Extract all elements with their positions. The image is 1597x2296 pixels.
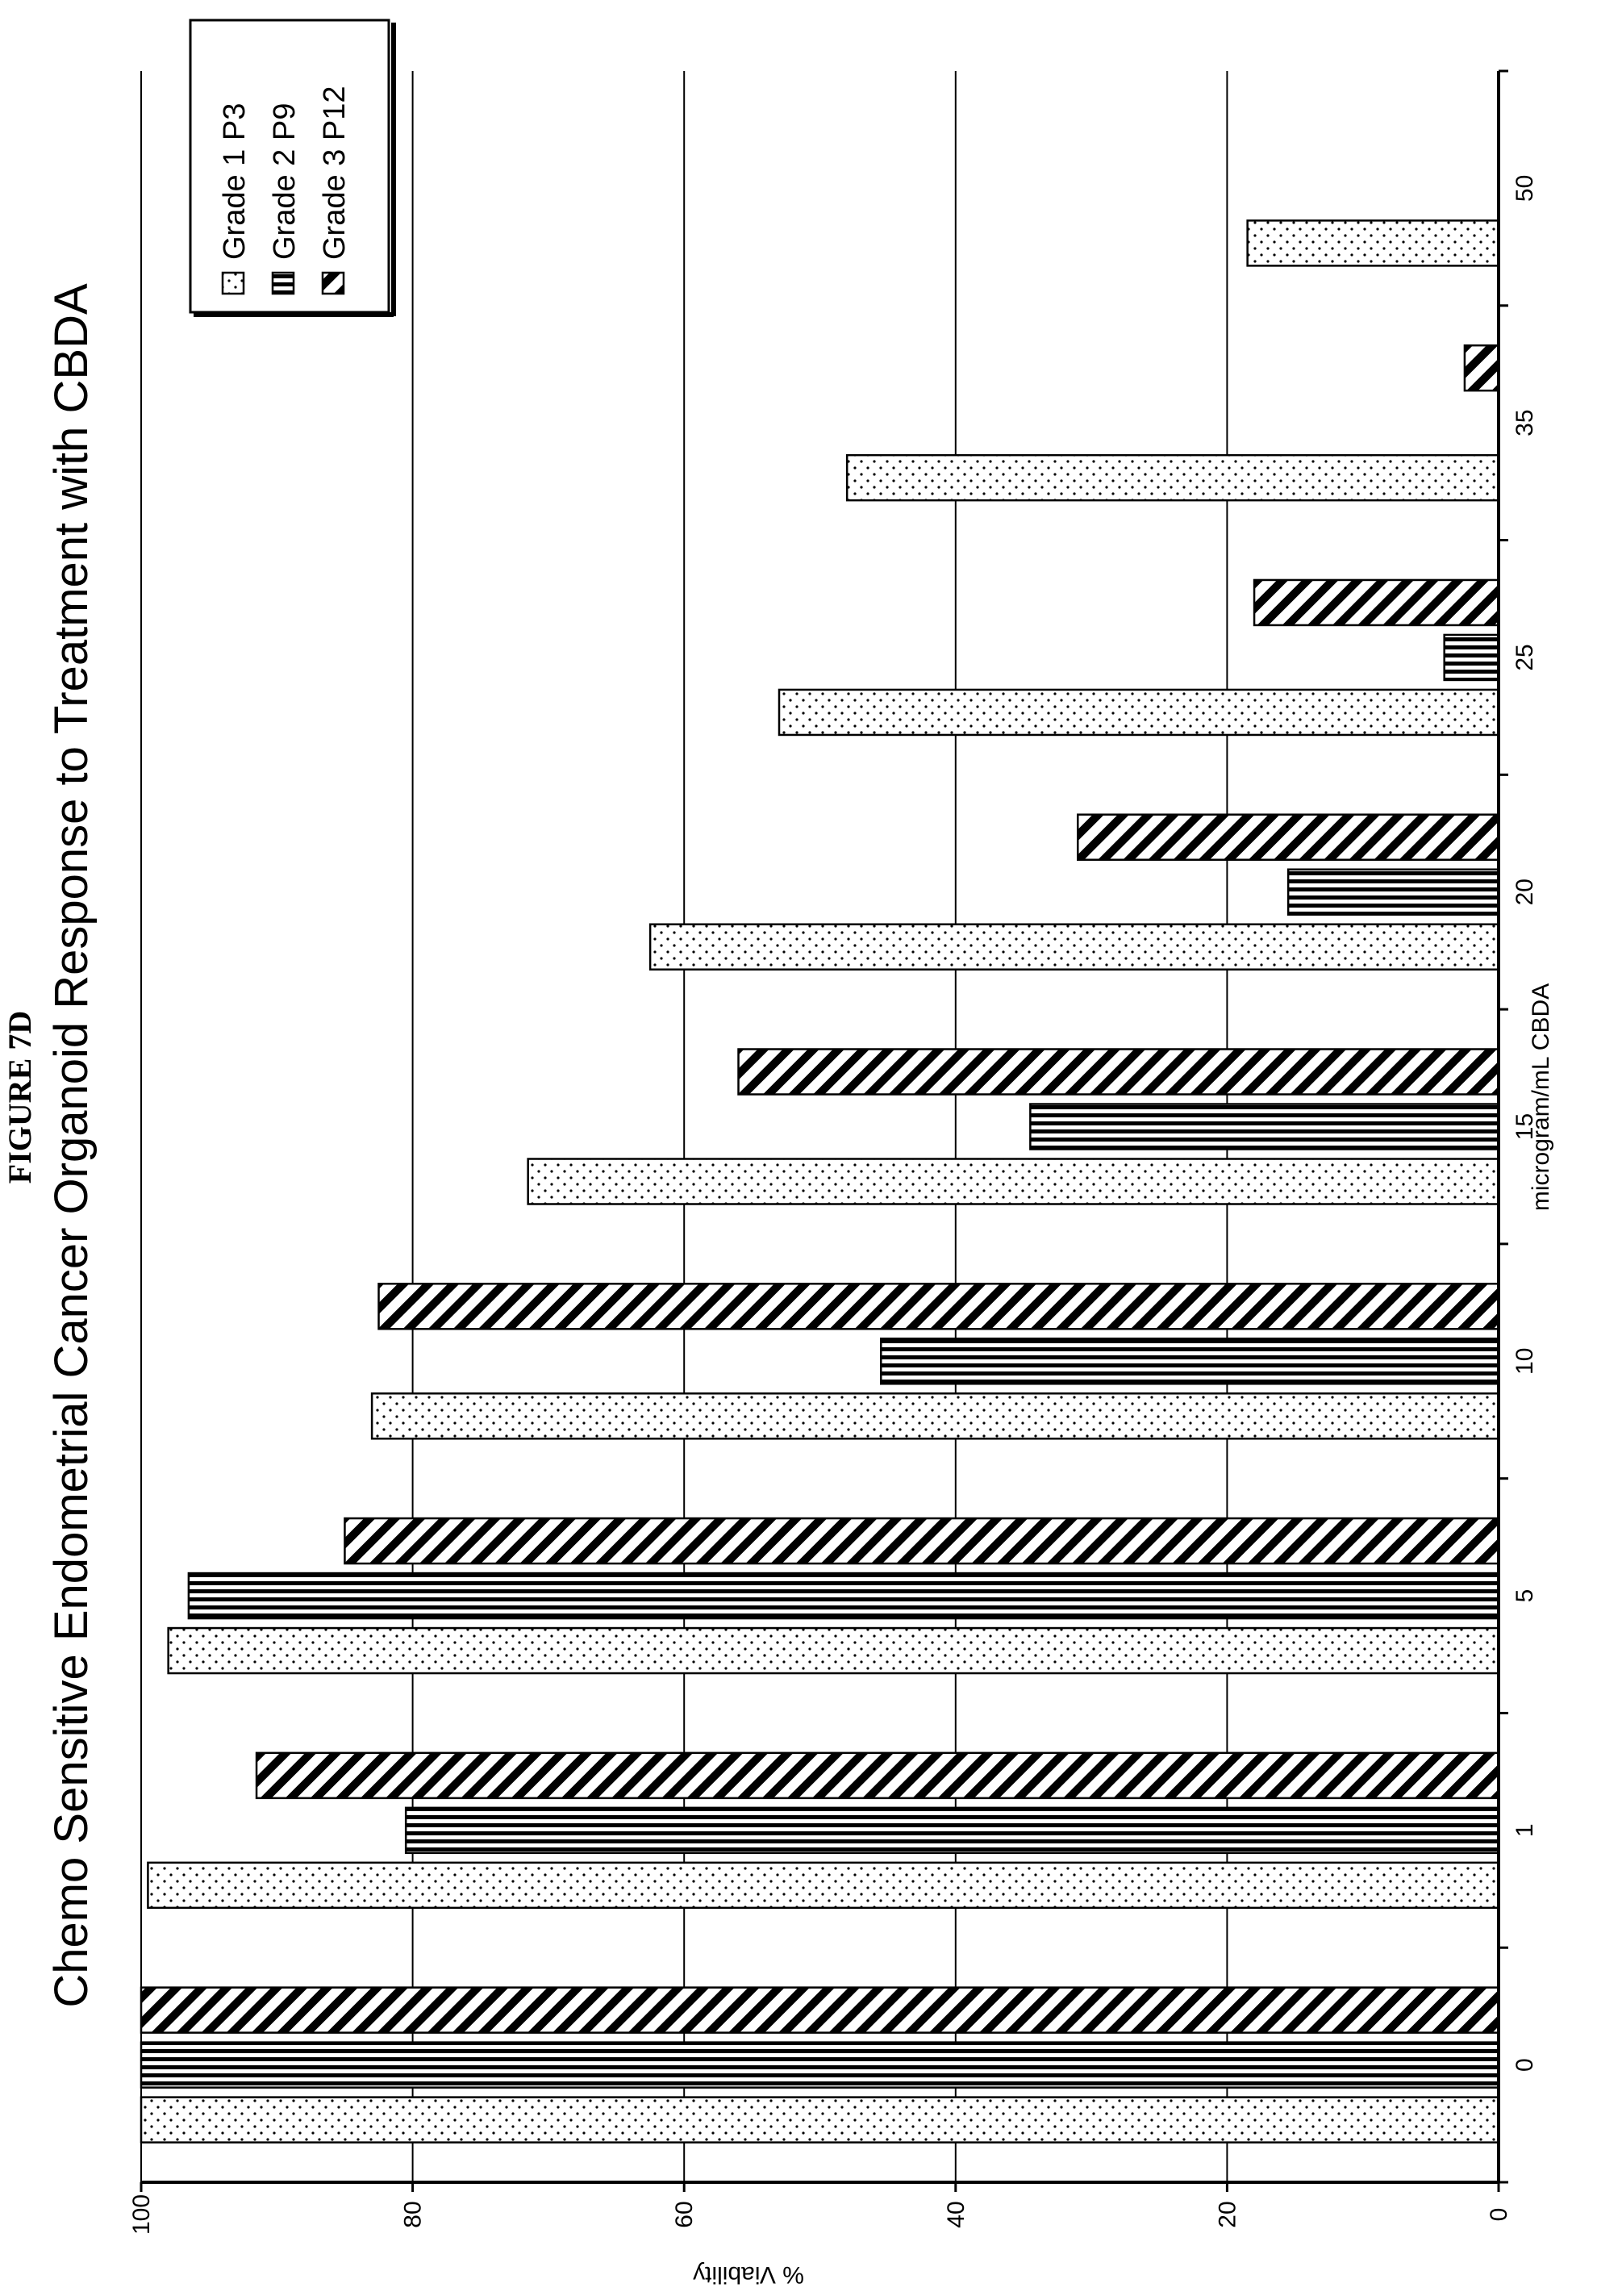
bar [187, 1572, 1500, 1620]
legend-box [189, 19, 390, 314]
legend-swatch [271, 271, 295, 295]
bar [140, 2096, 1500, 2144]
y-axis-title: % Viability [693, 2261, 804, 2288]
category-label: 50 [1512, 175, 1538, 202]
legend-shadow [194, 24, 1508, 315]
value-tick-label: 20 [1214, 2201, 1240, 2227]
bar [737, 1048, 1500, 1096]
bar [527, 1158, 1500, 1205]
bar [1029, 1103, 1500, 1150]
bar [167, 1626, 1500, 1675]
x-axis-title: microgram/mL CBDA [1528, 983, 1554, 1211]
category-label: 5 [1512, 1589, 1538, 1603]
bar [140, 2041, 1500, 2089]
figure-label: FIGURE 7D [2, 1011, 38, 1183]
legend-label: Grade 1 P3 [218, 103, 252, 260]
category-label: 0 [1512, 2058, 1538, 2072]
legend-label: Grade 2 P9 [268, 103, 302, 260]
ticks [140, 69, 1508, 2192]
value-tick-label: 80 [400, 2201, 427, 2227]
bar [370, 1392, 1500, 1440]
bar [648, 923, 1500, 971]
bar [1246, 219, 1500, 267]
category-label: 35 [1512, 409, 1538, 436]
bar [140, 1986, 1500, 2034]
legend-label: Grade 3 P12 [318, 86, 352, 260]
bar [1077, 813, 1500, 861]
bar [147, 1861, 1500, 1910]
category-label: 25 [1512, 644, 1538, 670]
category-label: 20 [1512, 879, 1538, 905]
bar [377, 1283, 1500, 1330]
legend: Grade 1 P3 Grade 2 P9 Grade 3 P12 [189, 19, 1508, 317]
bar [404, 1806, 1500, 1855]
bar [1443, 633, 1500, 682]
category-label: 1 [1512, 1823, 1538, 1837]
bars [140, 219, 1500, 2144]
bar [255, 1751, 1500, 1800]
legend-swatch [321, 271, 345, 295]
bar [778, 688, 1500, 737]
legend-swatch [221, 271, 245, 295]
bar [344, 1517, 1500, 1565]
bar [1253, 578, 1500, 627]
category-label: 15 [1512, 1113, 1538, 1140]
tick-labels: 0 20 40 60 80 100 [128, 2194, 1512, 2235]
bar [1286, 868, 1500, 916]
value-tick-label: 100 [128, 2194, 155, 2235]
value-tick-label: 0 [1486, 2208, 1512, 2222]
chart-title: Chemo Sensitive Endometrial Cancer Organ… [45, 283, 98, 2008]
category-label: 10 [1512, 1348, 1538, 1375]
bar [1463, 344, 1500, 392]
bar [845, 453, 1500, 502]
bar [879, 1338, 1500, 1385]
value-tick-label: 60 [671, 2201, 698, 2227]
value-tick-label: 40 [943, 2201, 969, 2227]
